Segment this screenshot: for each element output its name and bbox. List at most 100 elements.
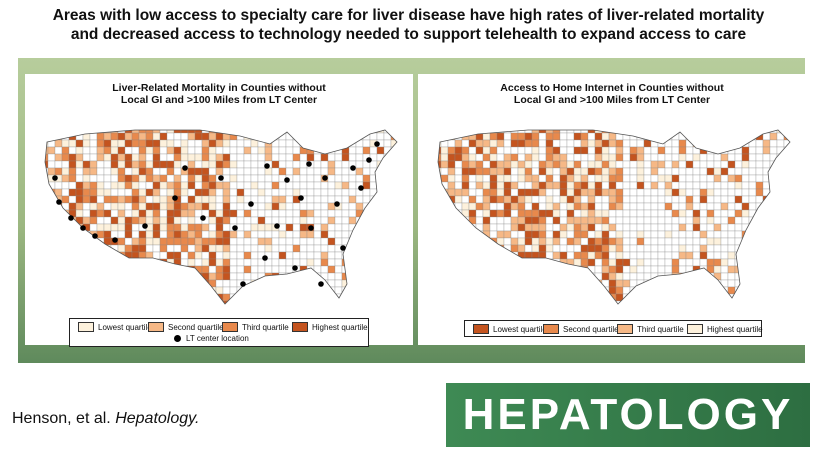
county-cell [222, 195, 231, 204]
county-cell [615, 237, 624, 246]
county-cell [173, 265, 182, 274]
county-cell [236, 202, 245, 211]
county-cell [180, 265, 189, 274]
county-cell [496, 188, 505, 197]
county-cell [75, 195, 84, 204]
county-cell [671, 195, 680, 204]
lt-center-marker [68, 215, 74, 221]
county-cell [285, 251, 294, 260]
county-cell [566, 230, 575, 239]
county-cell [580, 146, 589, 155]
legend-swatch [292, 322, 308, 332]
county-cell [685, 167, 694, 176]
county-cell [587, 153, 596, 162]
county-cell [580, 130, 589, 134]
county-cell [222, 237, 231, 246]
county-cell [608, 188, 617, 197]
county-cell [292, 237, 301, 246]
county-cell [573, 139, 582, 148]
county-cell [236, 230, 245, 239]
county-cell [124, 209, 133, 218]
county-cell [208, 209, 217, 218]
county-cell [264, 300, 273, 304]
county-cell [741, 167, 750, 176]
county-cell [103, 300, 112, 304]
county-cell [271, 286, 280, 295]
county-cell [468, 265, 477, 274]
county-cell [741, 160, 750, 169]
county-cell [383, 223, 392, 232]
county-cell [236, 244, 245, 253]
county-cell [573, 202, 582, 211]
county-cell [776, 174, 785, 183]
county-cell [545, 286, 554, 295]
county-cell [587, 195, 596, 204]
county-cell [398, 217, 405, 224]
county-cell [138, 279, 147, 288]
county-cell [103, 216, 112, 225]
county-cell [306, 244, 315, 253]
county-cell [748, 167, 757, 176]
county-cell [45, 265, 49, 274]
county-cell [489, 265, 498, 274]
county-cell [524, 167, 533, 176]
county-cell [678, 279, 687, 288]
county-cell [580, 300, 589, 304]
county-cell [390, 139, 397, 148]
county-cell [124, 202, 133, 211]
county-cell [447, 174, 456, 183]
county-cell [96, 167, 105, 176]
county-cell [187, 195, 196, 204]
lt-center-marker [292, 265, 298, 271]
county-cell [755, 258, 764, 267]
county-cell [699, 244, 708, 253]
county-cell [348, 181, 357, 190]
county-cell [271, 265, 280, 274]
county-cell [173, 146, 182, 155]
county-cell [54, 216, 63, 225]
county-cell [327, 188, 336, 197]
county-cell [447, 265, 456, 274]
county-cell [636, 300, 645, 304]
county-cell [320, 139, 329, 148]
county-cell [447, 139, 456, 148]
county-cell [208, 167, 217, 176]
county-cell [236, 223, 245, 232]
county-cell [720, 251, 729, 260]
county-cell [622, 167, 631, 176]
county-cell [489, 202, 498, 211]
county-cell [517, 139, 526, 148]
county-cell [96, 230, 105, 239]
county-cell [201, 279, 210, 288]
county-cell [124, 188, 133, 197]
county-cell [438, 216, 442, 225]
county-cell [383, 132, 392, 141]
county-cell [229, 146, 238, 155]
county-cell [75, 258, 84, 267]
county-cell [438, 174, 442, 183]
county-cell [678, 230, 687, 239]
county-cell [727, 244, 736, 253]
county-cell [376, 237, 385, 246]
county-cell [601, 188, 610, 197]
headline: Areas with low access to specialty care … [0, 6, 817, 44]
county-cell [552, 202, 561, 211]
county-cell [713, 153, 722, 162]
county-cell [552, 153, 561, 162]
county-cell [103, 251, 112, 260]
county-cell [222, 216, 231, 225]
county-cell [692, 223, 701, 232]
county-cell [615, 195, 624, 204]
county-cell [299, 230, 308, 239]
county-cell [131, 279, 140, 288]
hepatology-logo: HEPATOLOGY [446, 383, 810, 447]
county-cell [678, 251, 687, 260]
county-cell [383, 293, 392, 302]
county-cell [201, 251, 210, 260]
county-cell [201, 293, 210, 302]
county-cell [438, 181, 442, 190]
county-cell [538, 130, 547, 134]
county-cell [201, 202, 210, 211]
county-cell [566, 195, 575, 204]
county-cell [727, 272, 736, 281]
